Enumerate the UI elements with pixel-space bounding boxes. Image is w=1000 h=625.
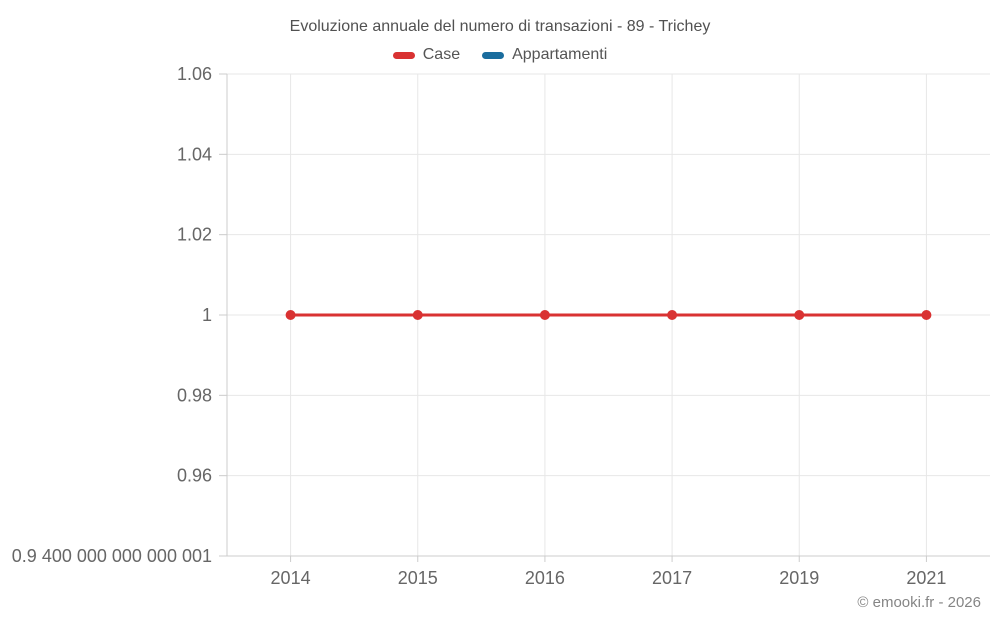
x-tick-label: 2019 bbox=[779, 568, 819, 588]
x-tick-label: 2014 bbox=[271, 568, 311, 588]
data-point-case[interactable] bbox=[667, 310, 678, 320]
y-tick-label: 0.98 bbox=[177, 385, 212, 405]
y-tick-label: 0.9 400 000 000 000 001 bbox=[12, 546, 212, 566]
y-tick-label: 1.02 bbox=[177, 225, 212, 245]
data-point-case[interactable] bbox=[921, 310, 932, 320]
x-tick-label: 2017 bbox=[652, 568, 692, 588]
y-tick-label: 1.04 bbox=[177, 144, 212, 164]
legend-label-appartamenti: Appartamenti bbox=[512, 46, 608, 63]
appartamenti-series-swatch-icon bbox=[482, 51, 505, 59]
legend-label-case: Case bbox=[422, 46, 461, 63]
chart-legend: Case Appartamenti bbox=[0, 46, 1000, 64]
y-tick-label: 1.06 bbox=[177, 64, 212, 84]
chart-title: Evoluzione annuale del numero di transaz… bbox=[289, 18, 711, 35]
data-point-case[interactable] bbox=[285, 310, 296, 320]
y-tick-label: 1 bbox=[202, 305, 212, 325]
case-series-swatch-icon bbox=[392, 51, 415, 59]
x-tick-label: 2021 bbox=[906, 568, 946, 588]
y-tick-label: 0.96 bbox=[177, 466, 212, 486]
data-point-case[interactable] bbox=[412, 310, 423, 320]
data-point-case[interactable] bbox=[794, 310, 805, 320]
watermark: © emooki.fr - 2026 bbox=[857, 594, 981, 611]
legend-item-appartamenti[interactable]: Appartamenti bbox=[482, 46, 607, 64]
x-tick-label: 2016 bbox=[525, 568, 565, 588]
legend-item-case[interactable]: Case bbox=[392, 46, 461, 64]
data-point-case[interactable] bbox=[539, 310, 550, 320]
x-tick-label: 2015 bbox=[398, 568, 438, 588]
